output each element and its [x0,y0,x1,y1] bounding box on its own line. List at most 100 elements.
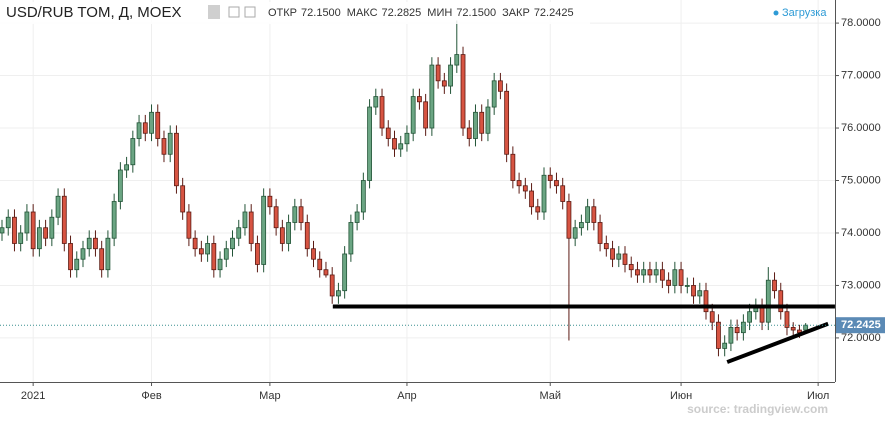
candle-body [311,248,316,260]
candle-body [93,237,98,250]
candle-body [566,201,572,239]
candle-body [435,64,441,82]
source: source: tradingview.com [687,402,828,416]
candle-body [205,243,210,255]
x-tick-label: Мар [259,390,281,402]
candle-body [49,216,55,239]
candle-body [560,185,566,202]
candle-body [510,153,516,181]
y-tick-label: 74.0000 [841,227,881,239]
candle-body [99,248,105,271]
y-tick-label: 78.0000 [841,17,881,29]
candle-body [653,269,659,276]
candle-body [747,311,752,323]
candle-body [230,237,235,250]
candle-body [24,211,30,234]
candle-body [379,96,385,129]
candle-body [479,111,485,134]
candle-body [759,306,765,323]
candle-body [223,248,229,260]
ohlc-name: ЗАКР [502,7,530,19]
ohlc-name: МАКС [347,7,378,19]
ohlc-value: 72.2825 [382,7,422,19]
candle-body [423,101,429,129]
candle-body [659,269,665,281]
candle-body [192,237,198,250]
ohlc-name: ОТКР [268,7,297,19]
candle-body [622,253,628,265]
candle-body [5,216,11,229]
candle-body [367,106,372,181]
ohlc-legend: ОТКР 72.1500 МАКС 72.2825 МИН 72.1500 ЗАКР 72.2… [268,7,574,19]
candle-body [772,279,777,292]
candle-body [248,211,254,244]
candle-body [404,132,410,145]
candle-body [647,269,653,276]
candle-body [43,227,49,239]
candle-body [167,132,173,155]
icon-hide[interactable] [208,5,220,19]
candle-body [0,227,5,234]
candle-body [186,211,192,239]
candle-body [242,211,248,229]
candle-body [516,180,522,187]
ohlc-value: 72.1500 [301,7,341,19]
candle-body [61,195,67,244]
candle-body [198,248,204,255]
candle-body [491,80,497,108]
candle-body [217,258,223,271]
icon-close[interactable] [244,6,256,18]
candle-body [448,64,453,87]
candle-body [12,216,17,244]
candle-body [691,285,696,297]
candle-body [535,206,541,213]
candle-body [578,222,584,229]
x-tick-label: Июн [670,390,692,402]
candle-body [398,143,404,150]
candle-body [709,311,715,323]
y-tick-label: 72.0000 [841,332,881,344]
y-tick-label: 73.0000 [841,279,881,291]
candle-body [678,269,684,286]
y-tick-label: 77.0000 [841,69,881,81]
candle-body [261,195,267,265]
trend-line [726,321,829,364]
x-tick-label: 2021 [21,390,45,402]
icon-settings[interactable] [228,6,240,18]
candle-body [18,232,24,244]
candle-body [641,269,647,276]
candle-body [603,243,609,250]
candle-body [591,206,597,223]
candle-body [429,64,435,129]
candle-body [672,269,678,286]
last-price-box [836,317,885,334]
x-tick-label: Июл [807,390,829,402]
candle-body [36,227,42,250]
last-price-label: 72.2425 [841,319,881,331]
candle-body [130,138,136,166]
candle-body [628,264,634,271]
candle-body [304,222,310,250]
candle-body [454,54,460,66]
candle-body [666,279,672,286]
candle-body [790,327,796,331]
candle-body [323,269,329,276]
candle-body [778,290,784,313]
candle-body [292,206,298,223]
candle-body [392,138,397,150]
status-dot [773,10,779,16]
candle-body [236,227,242,239]
candle-body [342,253,348,292]
candle-body [136,122,142,139]
candle-body [460,54,466,129]
candle-body [174,132,179,187]
candle-body [635,269,640,276]
candle-body [298,206,304,223]
candle-body [80,248,86,260]
candle-body [441,80,447,87]
candle-body [541,174,547,213]
candle-body [616,253,622,260]
candle-body [585,206,591,223]
candle-body [105,237,111,271]
